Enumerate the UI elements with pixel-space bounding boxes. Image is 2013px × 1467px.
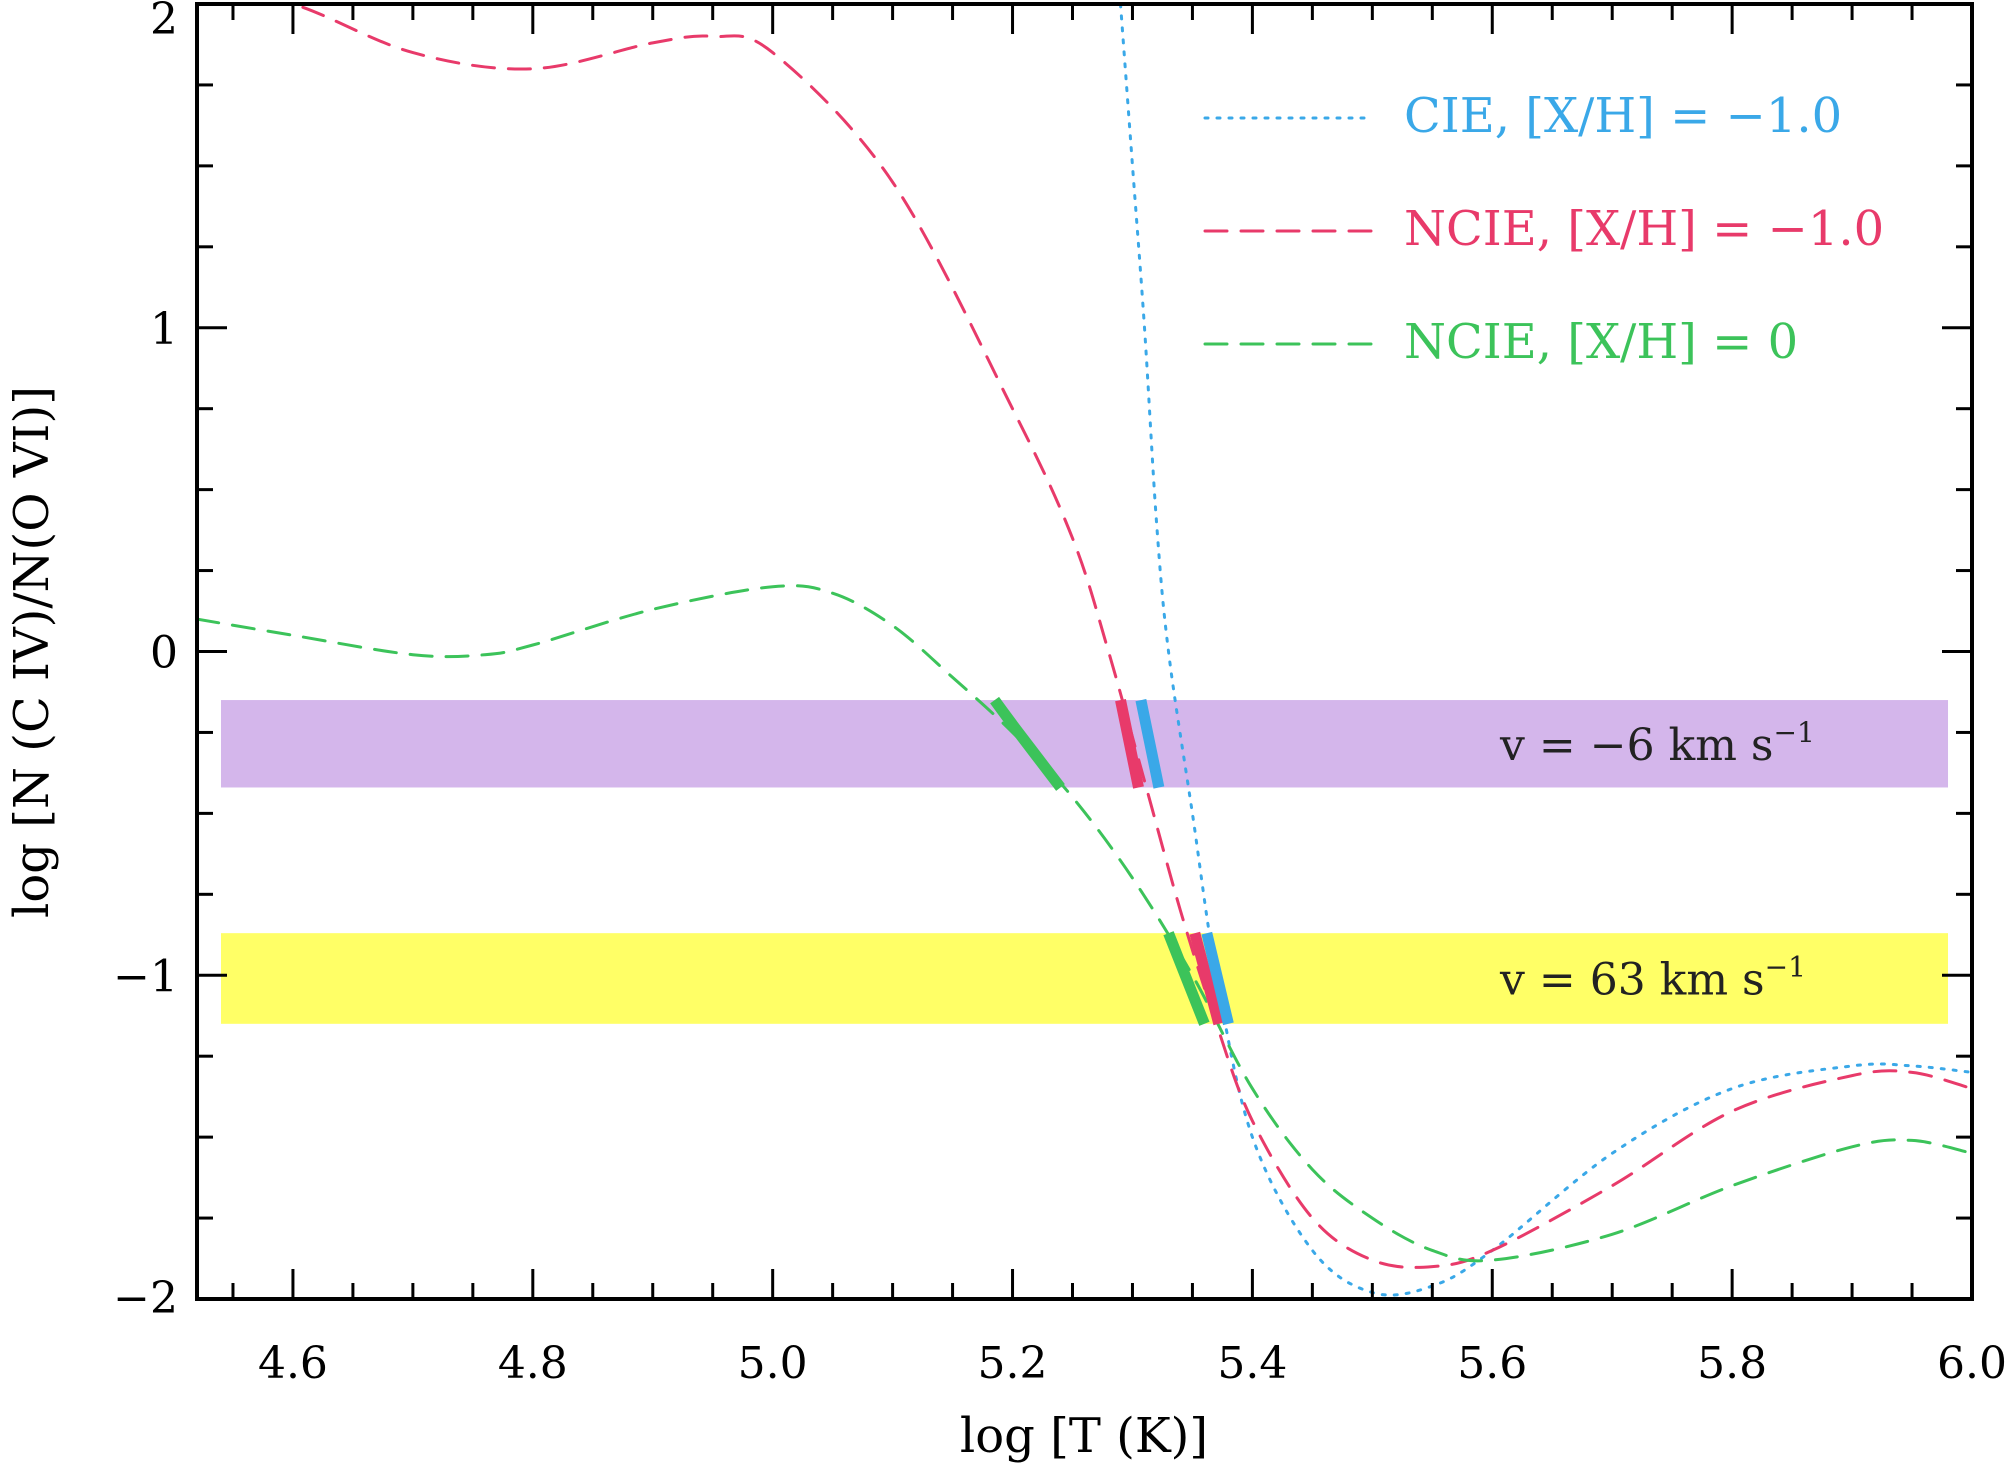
- band-label-superscript: −1: [1765, 950, 1806, 983]
- x-tick-label: 4.6: [258, 1338, 328, 1389]
- y-tick-label: −2: [113, 1273, 178, 1324]
- y-axis-title: log [N (C IV)/N(O VI)]: [4, 386, 60, 918]
- legend: CIE, [X/H] = −1.0 NCIE, [X/H] = −1.0 NCIE,…: [1203, 88, 1884, 370]
- band-label-text: v = 63 km s: [1499, 954, 1765, 1005]
- series-line: [1119, 4, 1972, 1297]
- band-label: v = 63 km s−1: [1499, 950, 1806, 1005]
- x-axis-title: log [T (K)]: [960, 1408, 1208, 1464]
- velocity-band: [220, 700, 1949, 788]
- highlight-segment: [1115, 698, 1144, 789]
- velocity-band: [220, 933, 1949, 1024]
- y-tick-label: 2: [150, 0, 178, 45]
- x-tick-label: 5.2: [978, 1338, 1048, 1389]
- highlight-segment: [1135, 698, 1165, 789]
- band-label-superscript: −1: [1774, 716, 1815, 749]
- legend-label: NCIE, [X/H] = 0: [1404, 314, 1798, 370]
- highlight-segment: [1189, 931, 1225, 1026]
- highlight-segment: [990, 696, 1065, 791]
- y-tick-label: −1: [113, 951, 178, 1002]
- highlight-layer: [990, 696, 1234, 1026]
- series-line: [197, 584, 1972, 1263]
- series-layer: [197, 4, 1972, 1297]
- legend-label: NCIE, [X/H] = −1.0: [1404, 201, 1884, 257]
- highlight-segment: [1163, 931, 1210, 1026]
- ticks-layer: 4.6 4.8 5.0 5.2 5.4 5.6 5.8 6.0 2 1 0 −1 −2: [113, 0, 2007, 1389]
- band-label-text: v = −6 km s: [1499, 720, 1774, 771]
- x-tick-label: 6.0: [1937, 1338, 2007, 1389]
- legend-label: CIE, [X/H] = −1.0: [1404, 88, 1842, 144]
- highlight-segment: [1201, 931, 1234, 1026]
- band-label: v = −6 km s−1: [1499, 716, 1815, 771]
- x-tick-label: 5.6: [1457, 1338, 1527, 1389]
- bands-layer: [220, 700, 1949, 1024]
- x-tick-label: 5.0: [738, 1338, 808, 1389]
- x-tick-label: 5.4: [1217, 1338, 1287, 1389]
- series-line: [287, 4, 1972, 1269]
- x-tick-label: 4.8: [498, 1338, 568, 1389]
- band-label-layer: v = −6 km s−1v = 63 km s−1: [1499, 716, 1815, 1006]
- y-tick-label: 1: [150, 304, 178, 355]
- plot-frame: [195, 2, 1974, 1301]
- x-tick-label: 5.8: [1697, 1338, 1767, 1389]
- y-tick-label: 0: [150, 628, 178, 679]
